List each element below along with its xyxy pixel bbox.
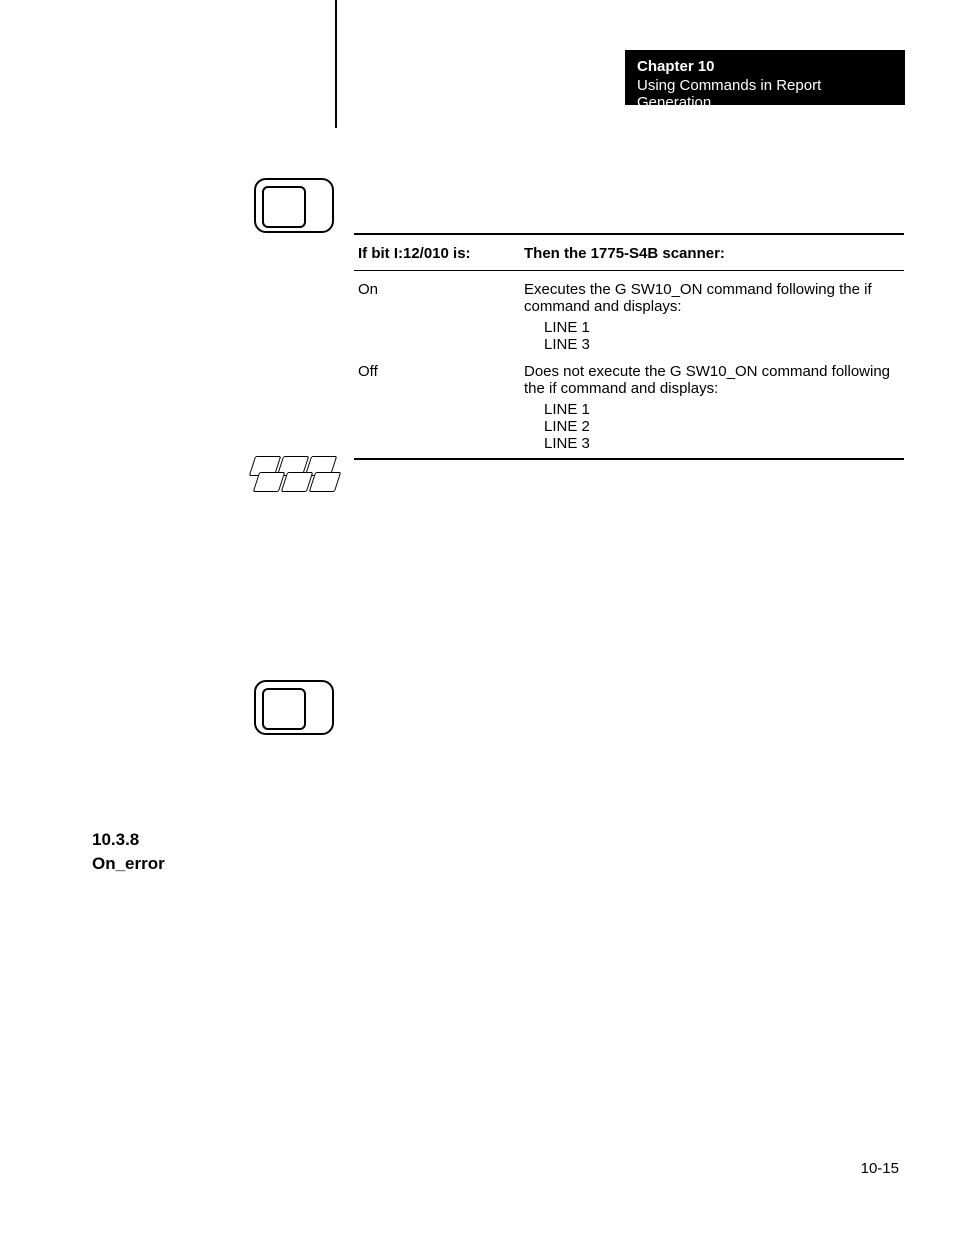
table-header-col2: Then the 1775-S4B scanner:: [524, 245, 904, 262]
table-header-col1: If bit I:12/010 is:: [354, 245, 524, 262]
chapter-number: Chapter 10: [637, 58, 893, 75]
cell-result: Executes the G SW10_ON command following…: [524, 281, 904, 353]
result-lines: LINE 1 LINE 2 LINE 3: [524, 401, 904, 452]
monitor-icon: [254, 680, 334, 735]
chapter-header: Chapter 10 Using Commands in Report Gene…: [625, 50, 905, 105]
chapter-title: Using Commands in Report Generation: [637, 77, 893, 111]
result-line: LINE 3: [544, 435, 904, 452]
result-text: Executes the G SW10_ON command following…: [524, 281, 904, 315]
section-heading: 10.3.8 On_error: [92, 828, 165, 876]
table-body: On Executes the G SW10_ON command follow…: [354, 271, 904, 460]
section-number: 10.3.8: [92, 828, 165, 852]
table-row: On Executes the G SW10_ON command follow…: [354, 271, 904, 353]
cell-result: Does not execute the G SW10_ON command f…: [524, 363, 904, 452]
cell-condition: Off: [354, 363, 524, 452]
result-text: Does not execute the G SW10_ON command f…: [524, 363, 904, 397]
result-line: LINE 1: [544, 319, 904, 336]
page-number: 10-15: [861, 1160, 899, 1177]
result-line: LINE 2: [544, 418, 904, 435]
vertical-rule: [335, 0, 337, 128]
result-line: LINE 3: [544, 336, 904, 353]
cell-condition: On: [354, 281, 524, 353]
table-row: Off Does not execute the G SW10_ON comma…: [354, 353, 904, 458]
section-title: On_error: [92, 852, 165, 876]
table-header-row: If bit I:12/010 is: Then the 1775-S4B sc…: [354, 233, 904, 271]
condition-table: If bit I:12/010 is: Then the 1775-S4B sc…: [354, 233, 904, 460]
monitor-icon: [254, 178, 334, 233]
result-lines: LINE 1 LINE 3: [524, 319, 904, 353]
keypad-icon: [252, 456, 342, 488]
result-line: LINE 1: [544, 401, 904, 418]
